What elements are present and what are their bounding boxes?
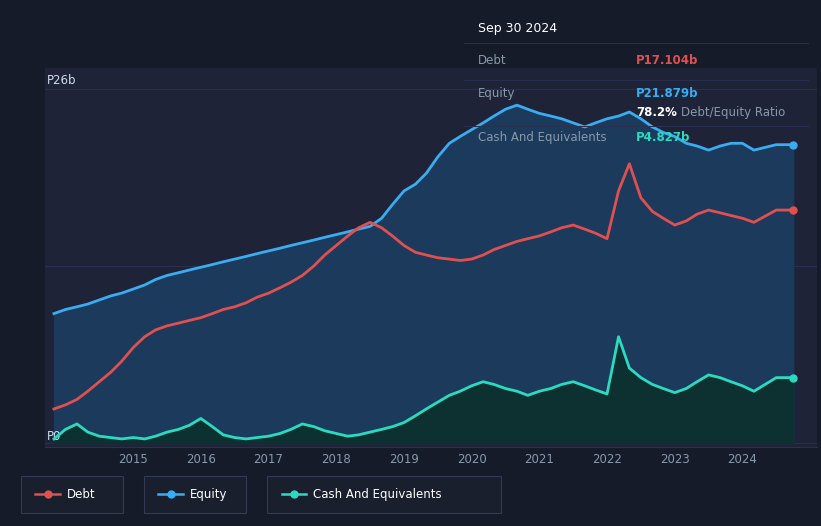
Text: Cash And Equivalents: Cash And Equivalents [313,488,442,501]
Text: Sep 30 2024: Sep 30 2024 [478,22,557,35]
Text: 78.2%: 78.2% [636,106,677,119]
Text: Equity: Equity [478,87,515,100]
Text: Equity: Equity [190,488,227,501]
Text: P26b: P26b [47,74,76,87]
Text: Cash And Equivalents: Cash And Equivalents [478,132,606,144]
Text: P4.827b: P4.827b [636,132,690,144]
FancyBboxPatch shape [21,476,123,513]
FancyBboxPatch shape [144,476,246,513]
Text: P0: P0 [47,430,61,443]
Text: Debt/Equity Ratio: Debt/Equity Ratio [681,106,786,119]
Text: Debt: Debt [67,488,95,501]
FancyBboxPatch shape [267,476,501,513]
Text: P17.104b: P17.104b [636,54,699,67]
Text: P21.879b: P21.879b [636,87,699,100]
Text: Debt: Debt [478,54,507,67]
